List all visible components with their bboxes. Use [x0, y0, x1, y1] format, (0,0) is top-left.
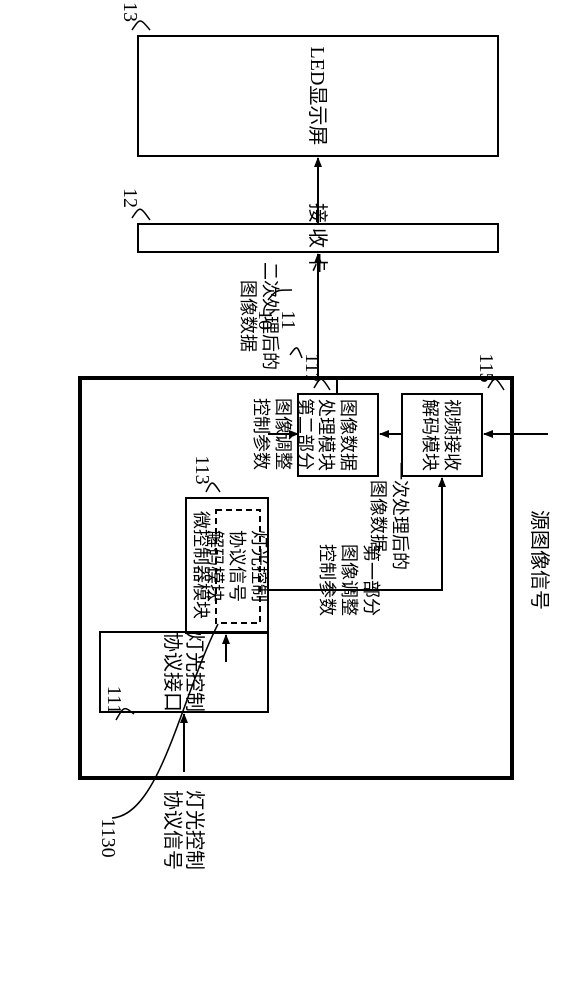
- leader-imgproc-text: 117: [301, 353, 323, 382]
- second-part-label: 第二部分图像调整控制参数: [251, 398, 315, 470]
- light-signal-label: 灯光控制协议信号: [161, 790, 206, 870]
- leader-interface-text: 111: [103, 686, 125, 715]
- display-label: LED显示屏: [306, 47, 328, 146]
- interface-label: 灯光控制协议接口: [161, 632, 206, 712]
- video-rx-box: [402, 394, 482, 476]
- img-proc-label: 图像数据处理模块: [316, 399, 358, 471]
- src-signal-label: 源图像信号: [528, 510, 551, 610]
- video-rx-label: 视频接收解码模块: [420, 399, 462, 471]
- leader-processor: [290, 348, 302, 358]
- leader-rxcard-text: 12: [119, 188, 141, 208]
- leader-decode-text: 1130: [97, 818, 119, 857]
- leader-display-text: 13: [119, 2, 141, 22]
- decode-label: 灯光控制协议信号解码模块: [205, 530, 269, 602]
- leader-rxcard: [132, 209, 150, 220]
- leader-display: [132, 21, 150, 30]
- leader-videorx-text: 115: [475, 353, 497, 382]
- leader-system-text: 10: [254, 310, 276, 330]
- first-part-label: 第一部分图像调整控制参数: [317, 544, 381, 616]
- leader-mcu-text: 113: [191, 455, 213, 484]
- leader-processor-text: 11: [277, 310, 299, 329]
